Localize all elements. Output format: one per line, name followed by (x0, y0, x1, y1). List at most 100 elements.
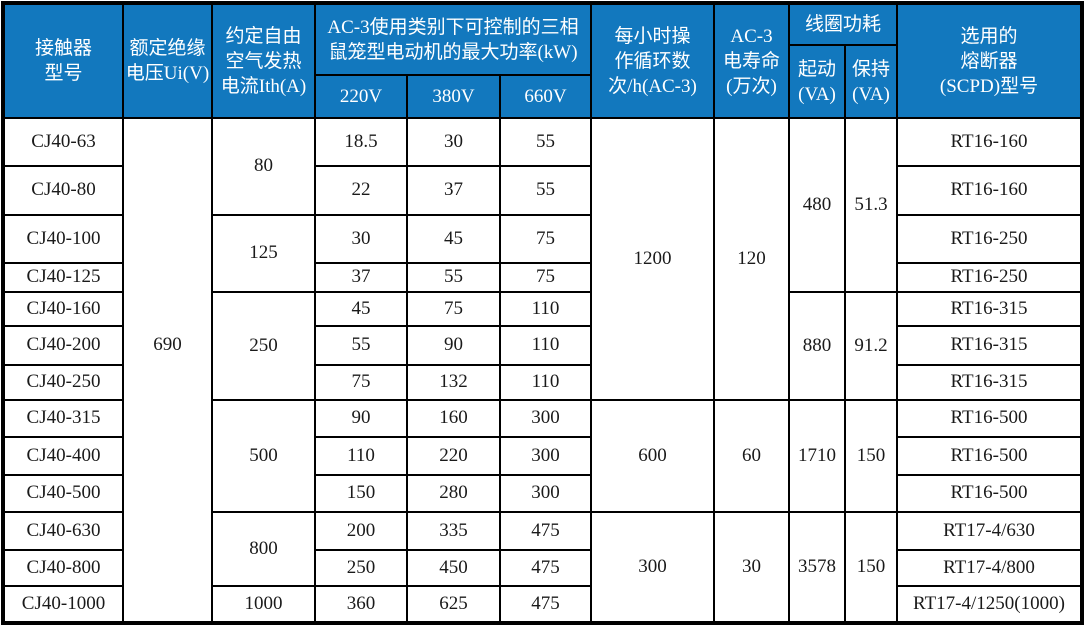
life-cell: 120 (714, 118, 789, 400)
power-380v-cell: 132 (407, 365, 500, 400)
power-220v-cell: 75 (315, 365, 407, 400)
coil-hold-cell: 150 (845, 400, 897, 512)
header-electrical-life: AC-3 电寿命 (万次) (714, 4, 789, 118)
power-220v-cell: 360 (315, 586, 407, 622)
power-660v-cell: 55 (500, 166, 591, 215)
model-cell: CJ40-250 (4, 365, 123, 400)
ith-cell: 125 (212, 215, 315, 292)
header-cycles-per-hour: 每小时操 作循环数 次/h(AC-3) (591, 4, 714, 118)
model-cell: CJ40-63 (4, 118, 123, 166)
model-cell: CJ40-800 (4, 550, 123, 586)
model-cell: CJ40-80 (4, 166, 123, 215)
header-fuse-model: 选用的 熔断器 (SCPD)型号 (897, 4, 1081, 118)
power-220v-cell: 18.5 (315, 118, 407, 166)
coil-start-cell: 880 (789, 292, 845, 400)
fuse-cell: RT16-160 (897, 166, 1081, 215)
coil-start-cell: 480 (789, 118, 845, 292)
power-660v-cell: 300 (500, 475, 591, 512)
power-660v-cell: 300 (500, 437, 591, 475)
power-380v-cell: 160 (407, 400, 500, 437)
power-380v-cell: 220 (407, 437, 500, 475)
model-cell: CJ40-160 (4, 292, 123, 326)
fuse-cell: RT16-250 (897, 263, 1081, 292)
power-380v-cell: 37 (407, 166, 500, 215)
header-thermal-current: 约定自由 空气发热 电流Ith(A) (212, 4, 315, 118)
life-cell: 30 (714, 512, 789, 622)
power-220v-cell: 45 (315, 292, 407, 326)
fuse-cell: RT17-4/1250(1000) (897, 586, 1081, 622)
fuse-cell: RT17-4/800 (897, 550, 1081, 586)
power-220v-cell: 250 (315, 550, 407, 586)
ith-cell: 800 (212, 512, 315, 586)
power-380v-cell: 55 (407, 263, 500, 292)
power-220v-cell: 55 (315, 326, 407, 365)
fuse-cell: RT16-315 (897, 365, 1081, 400)
power-220v-cell: 22 (315, 166, 407, 215)
coil-hold-cell: 91.2 (845, 292, 897, 400)
power-380v-cell: 280 (407, 475, 500, 512)
power-380v-cell: 75 (407, 292, 500, 326)
fuse-cell: RT17-4/630 (897, 512, 1081, 550)
model-cell: CJ40-630 (4, 512, 123, 550)
power-220v-cell: 37 (315, 263, 407, 292)
power-220v-cell: 150 (315, 475, 407, 512)
power-660v-cell: 75 (500, 263, 591, 292)
power-660v-cell: 475 (500, 586, 591, 622)
fuse-cell: RT16-315 (897, 326, 1081, 365)
power-380v-cell: 625 (407, 586, 500, 622)
coil-hold-cell: 150 (845, 512, 897, 622)
ith-cell: 250 (212, 292, 315, 400)
model-cell: CJ40-500 (4, 475, 123, 512)
coil-start-cell: 1710 (789, 400, 845, 512)
header-coil-power-group: 线圈功耗 (789, 4, 897, 45)
power-220v-cell: 30 (315, 215, 407, 263)
fuse-cell: RT16-315 (897, 292, 1081, 326)
model-cell: CJ40-100 (4, 215, 123, 263)
fuse-cell: RT16-160 (897, 118, 1081, 166)
power-660v-cell: 300 (500, 400, 591, 437)
header-ac3-power-group: AC-3使用类别下可控制的三相 鼠笼型电动机的最大功率(kW) (315, 4, 591, 75)
power-380v-cell: 335 (407, 512, 500, 550)
fuse-cell: RT16-500 (897, 400, 1081, 437)
model-cell: CJ40-1000 (4, 586, 123, 622)
header-contactor-model: 接触器 型号 (4, 4, 123, 118)
power-660v-cell: 55 (500, 118, 591, 166)
model-cell: CJ40-315 (4, 400, 123, 437)
power-660v-cell: 110 (500, 292, 591, 326)
header-660v: 660V (500, 75, 591, 118)
header-coil-hold: 保持 (VA) (845, 45, 897, 118)
coil-hold-cell: 51.3 (845, 118, 897, 292)
ith-cell: 500 (212, 400, 315, 512)
power-660v-cell: 475 (500, 550, 591, 586)
cycles-cell: 1200 (591, 118, 714, 400)
fuse-cell: RT16-500 (897, 475, 1081, 512)
ith-cell: 80 (212, 118, 315, 215)
ith-cell: 1000 (212, 586, 315, 622)
power-660v-cell: 475 (500, 512, 591, 550)
power-660v-cell: 110 (500, 326, 591, 365)
model-cell: CJ40-400 (4, 437, 123, 475)
power-660v-cell: 110 (500, 365, 591, 400)
model-cell: CJ40-200 (4, 326, 123, 365)
header-coil-start: 起动 (VA) (789, 45, 845, 118)
fuse-cell: RT16-250 (897, 215, 1081, 263)
cycles-cell: 300 (591, 512, 714, 622)
model-cell: CJ40-125 (4, 263, 123, 292)
fuse-cell: RT16-500 (897, 437, 1081, 475)
power-220v-cell: 110 (315, 437, 407, 475)
power-220v-cell: 200 (315, 512, 407, 550)
life-cell: 60 (714, 400, 789, 512)
power-380v-cell: 30 (407, 118, 500, 166)
insulation-voltage-cell: 690 (123, 118, 212, 622)
power-660v-cell: 75 (500, 215, 591, 263)
power-380v-cell: 90 (407, 326, 500, 365)
power-380v-cell: 45 (407, 215, 500, 263)
header-220v: 220V (315, 75, 407, 118)
coil-start-cell: 3578 (789, 512, 845, 622)
power-220v-cell: 90 (315, 400, 407, 437)
power-380v-cell: 450 (407, 550, 500, 586)
cycles-cell: 600 (591, 400, 714, 512)
header-insulation-voltage: 额定绝缘 电压Ui(V) (123, 4, 212, 118)
